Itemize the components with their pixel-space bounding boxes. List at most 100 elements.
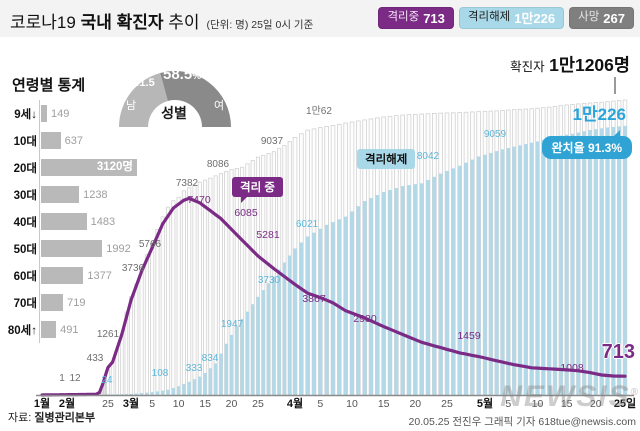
chart-value-label: 6085 <box>234 207 258 219</box>
age-row: 40대 1483 <box>0 208 150 235</box>
source-note: 자료: 질병관리본부 <box>8 409 95 425</box>
badge-quarantined-value: 713 <box>423 10 445 26</box>
age-row-value: 3120명 <box>96 161 133 173</box>
badge-released-label: 격리해제 <box>467 11 511 24</box>
x-axis-tick-label: 10 <box>173 398 185 410</box>
age-row-value: 1377 <box>87 269 112 282</box>
badge-deaths: 사망 267 <box>569 7 634 29</box>
age-stats-title: 연령별 통계 <box>12 77 86 94</box>
x-axis-tick-label: 5 <box>317 398 323 410</box>
gender-male-label: 남 <box>126 100 137 112</box>
badge-deaths-label: 사망 <box>578 11 600 24</box>
chart-value-label: 1459 <box>457 330 481 342</box>
released-series-badge: 격리해제 <box>357 149 416 169</box>
gender-male-slice <box>119 72 168 127</box>
gender-female-value: 58.5% <box>163 66 201 83</box>
title-prefix: 코로나19 <box>10 13 81 32</box>
x-axis-tick-label: 25 <box>441 398 453 410</box>
x-axis-tick-label: 2월 <box>59 396 75 410</box>
x-axis-tick-label: 20 <box>409 398 421 410</box>
x-axis-tick-label: 25 <box>102 398 114 410</box>
chart-value-label: 12 <box>69 373 81 384</box>
quarantine-series-badge: 격리 중 <box>232 177 283 203</box>
age-row: 80세↑ 491 <box>0 316 150 343</box>
gender-female-slice <box>160 70 231 127</box>
x-axis-tick-label: 10 <box>532 398 544 410</box>
age-row: 50대 1992 <box>0 235 150 262</box>
confirmed-total-label: 확진자 <box>510 60 545 74</box>
chart-value-label: 834 <box>202 353 219 364</box>
age-row-label: 9세↓ <box>14 108 37 121</box>
age-row-label: 30대 <box>13 189 37 202</box>
age-axis-line <box>39 100 40 343</box>
newsis-watermark: NEWSIS® <box>500 380 638 414</box>
chart-value-label: 433 <box>87 353 104 364</box>
chart-value-label: 2930 <box>353 313 377 325</box>
chart-value-label: 8086 <box>207 159 230 170</box>
x-axis-tick-label: 10 <box>346 398 358 410</box>
credit-line: 20.05.25 전진우 그래픽 기자 618tue@newsis.com <box>408 416 636 428</box>
age-row-bar <box>41 294 64 311</box>
title-bold: 국내 확진자 <box>80 13 164 32</box>
x-axis-tick-label: 20 <box>226 398 238 410</box>
x-axis-tick-label: 15 <box>378 398 390 410</box>
gender-female-number: 58.5 <box>163 66 193 83</box>
age-row-value: 637 <box>64 134 83 147</box>
x-axis-tick-label: 5 <box>149 398 155 410</box>
chart-value-label: 3736 <box>122 263 145 274</box>
badge-quarantined-label: 격리중 <box>387 11 420 24</box>
quarantine-badge-text: 격리 중 <box>240 182 275 194</box>
age-row-label: 40대 <box>13 216 37 229</box>
x-axis-tick-label: 3월 <box>123 396 139 410</box>
age-row-bar <box>41 213 87 230</box>
chart-value-label: 1261 <box>97 329 120 340</box>
age-row-bar <box>41 267 84 284</box>
chart-value-label: 6021 <box>296 219 319 230</box>
quarantine-badge-tail <box>241 196 248 203</box>
chart-value-label: 24 <box>101 375 113 386</box>
age-row-bar <box>41 186 80 203</box>
age-row-value: 149 <box>51 107 70 120</box>
age-row-label: 60대 <box>13 270 37 283</box>
chart-value-label: 7382 <box>176 178 199 189</box>
recovery-badge-tail <box>613 130 620 137</box>
age-row-bar <box>41 105 47 122</box>
badge-released: 격리해제 1만226 <box>458 7 565 29</box>
age-bar-chart: 9세↓ 149 10대 637 20대 3120명 30대 1238 40대 1483 50대 199… <box>0 100 150 343</box>
source-name: 질병관리본부 <box>34 412 96 424</box>
age-row: 60대 1377 <box>0 262 150 289</box>
gender-donut <box>119 70 231 127</box>
age-row-label: 50대 <box>13 243 37 256</box>
age-row: 10대 637 <box>0 127 150 154</box>
title-suffix: 추이 <box>163 13 200 32</box>
badge-released-value: 1만226 <box>514 10 556 26</box>
x-axis-tick-label: 15 <box>199 398 211 410</box>
age-row-bar <box>41 132 61 149</box>
x-axis-tick-label: 25 <box>252 398 264 410</box>
watermark-reg-mark: ® <box>630 387 638 398</box>
gender-percent-sign: % <box>192 71 202 82</box>
chart-value-label: 9059 <box>484 129 507 140</box>
age-row-value: 1992 <box>106 242 131 255</box>
x-axis-tick-label: 4월 <box>287 396 303 410</box>
gender-donut-title: 성별 <box>161 105 187 121</box>
x-axis-ticks: 1월 2월 25 3월 5 10 15 20 25 4월 5 10 15 20 25 5월 5 10 15 20 25일 <box>34 396 636 410</box>
age-row: 70대 719 <box>0 289 150 316</box>
x-axis-tick-label: 1월 <box>34 396 50 410</box>
age-row: 30대 1238 <box>0 181 150 208</box>
chart-value-label: 108 <box>152 368 169 379</box>
age-row: 20대 3120명 <box>0 154 150 181</box>
x-axis-tick-label: 25일 <box>614 396 636 410</box>
chart-value-label: 5281 <box>256 229 280 241</box>
gender-female-label: 여 <box>214 100 225 112</box>
confirmed-total-callout: 확진자 1만1206명 <box>510 52 630 77</box>
age-row-bar: 3120명 <box>41 159 137 176</box>
confirmed-callout-pointer <box>614 77 616 94</box>
recovery-rate-text: 완치율 91.3% <box>551 141 622 155</box>
x-axis-tick-label: 15 <box>561 398 573 410</box>
age-row-label: 70대 <box>13 297 37 310</box>
confirmed-total-value: 1만1206명 <box>549 55 630 75</box>
chart-value-label: 3730 <box>258 275 281 286</box>
